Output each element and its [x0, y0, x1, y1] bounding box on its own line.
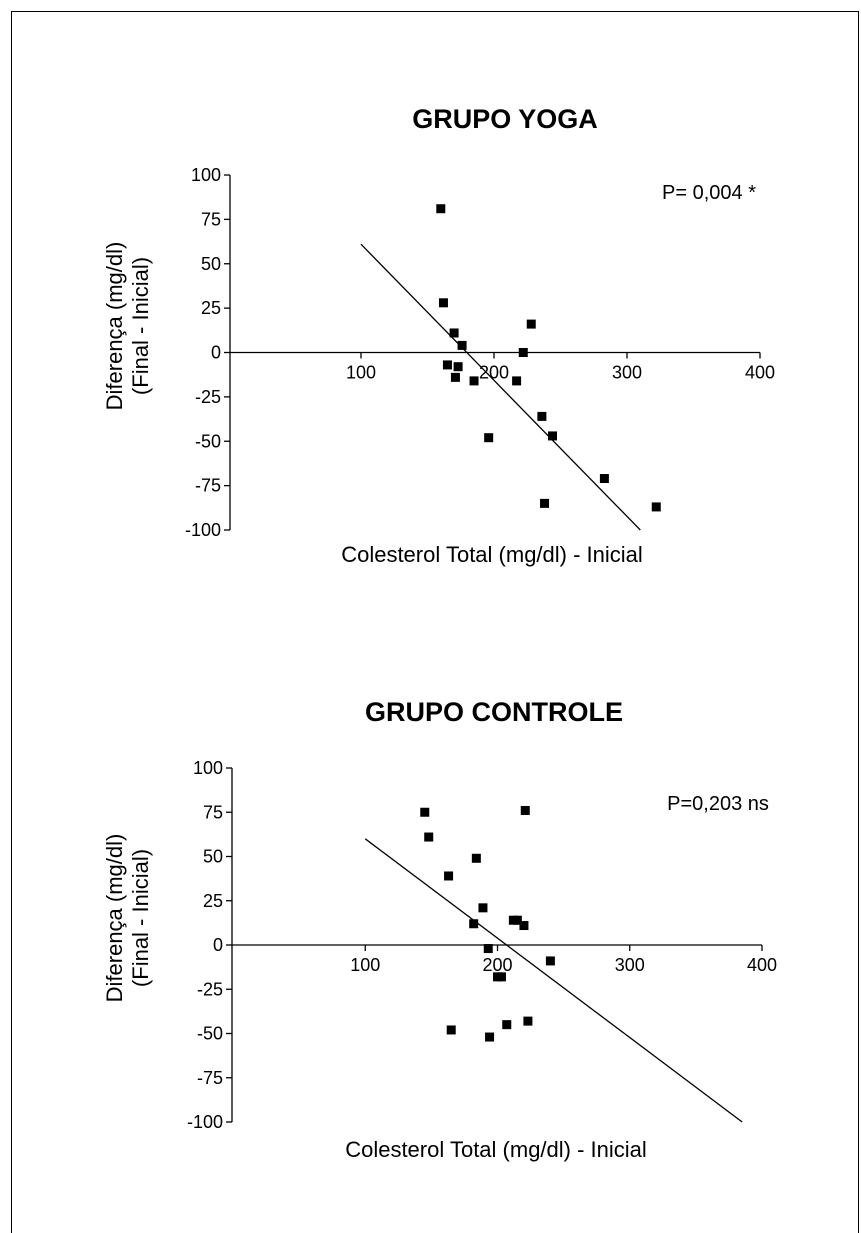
data-point — [442, 360, 452, 370]
y-tick-label: 100 — [193, 758, 223, 778]
y-tick-label: -25 — [197, 979, 223, 999]
plot-area: -100 -75 -50 -25 0 25 50 75 100 100 200 300 400 — [187, 758, 777, 1132]
p-value-annotation: P= 0,004 * — [662, 182, 756, 204]
data-point — [512, 376, 522, 386]
x-tick-label: 400 — [747, 955, 777, 975]
data-point — [502, 1020, 512, 1030]
x-tick-label: 300 — [612, 363, 642, 383]
chart-controle: GRUPO CONTROLE P=0,203 ns Colesterol Tot… — [102, 697, 777, 1162]
y-axis-label-line2: (Final - Inicial) — [128, 257, 153, 395]
x-tick-label: 300 — [615, 955, 645, 975]
data-point — [424, 832, 434, 842]
x-axis-label: Colesterol Total (mg/dl) - Inicial — [345, 1137, 647, 1162]
data-point — [469, 376, 479, 386]
data-point — [496, 972, 506, 982]
data-point — [537, 411, 547, 421]
chart-title: GRUPO CONTROLE — [365, 697, 623, 727]
data-point — [651, 502, 661, 512]
data-point — [420, 807, 430, 817]
y-tick-label: 50 — [203, 847, 223, 867]
data-point — [450, 372, 460, 382]
y-tick-label: 0 — [213, 935, 223, 955]
data-point — [449, 328, 459, 338]
data-point — [548, 431, 558, 441]
regression-line — [360, 243, 641, 531]
y-tick-label: 25 — [203, 891, 223, 911]
data-point — [436, 204, 446, 214]
data-point — [438, 298, 448, 308]
y-tick-label: -50 — [197, 1024, 223, 1044]
data-point — [469, 919, 479, 929]
data-point — [540, 498, 550, 508]
plot-area: -100 -75 -50 -25 0 25 50 75 100 100 200 300 400 — [185, 165, 775, 540]
y-tick-label: -25 — [195, 387, 221, 407]
y-tick-label: -75 — [195, 476, 221, 496]
p-value-annotation: P=0,203 ns — [667, 793, 769, 815]
data-point — [526, 319, 536, 329]
chart-title: GRUPO YOGA — [412, 104, 598, 134]
x-tick-label: 200 — [482, 955, 512, 975]
data-point — [457, 340, 467, 350]
y-tick-label: -75 — [197, 1068, 223, 1088]
data-point — [485, 1032, 495, 1042]
y-axis-label-line1: Diferença (mg/dl) — [102, 242, 127, 411]
y-tick-label: 50 — [201, 254, 221, 274]
data-point — [483, 944, 493, 954]
figure-frame — [11, 11, 859, 1233]
data-point — [453, 362, 463, 372]
data-point — [484, 433, 494, 443]
y-tick-label: -100 — [187, 1112, 223, 1132]
y-tick-label: 75 — [201, 209, 221, 229]
data-point — [519, 921, 529, 931]
data-point — [478, 903, 488, 913]
data-point — [471, 853, 481, 863]
chart-yoga: GRUPO YOGA P= 0,004 * Colesterol Total (… — [102, 104, 775, 567]
x-tick-label: 400 — [745, 363, 775, 383]
y-tick-label: 25 — [201, 298, 221, 318]
y-tick-label: -50 — [195, 431, 221, 451]
x-tick-label: 200 — [479, 363, 509, 383]
data-point — [545, 956, 555, 966]
y-tick-label: 0 — [211, 343, 221, 363]
data-point — [520, 805, 530, 815]
regression-line — [364, 838, 743, 1123]
data-point — [599, 474, 609, 484]
data-point — [444, 871, 454, 881]
x-tick-label: 100 — [350, 955, 380, 975]
data-point — [446, 1025, 456, 1035]
data-point — [523, 1016, 533, 1026]
y-tick-label: 100 — [191, 165, 221, 185]
x-tick-label: 100 — [346, 363, 376, 383]
x-axis-label: Colesterol Total (mg/dl) - Inicial — [341, 542, 643, 567]
data-point — [518, 348, 528, 357]
y-axis-label-line1: Diferença (mg/dl) — [102, 834, 127, 1003]
y-tick-label: 75 — [203, 802, 223, 822]
y-tick-label: -100 — [185, 520, 221, 540]
data-point — [512, 915, 522, 925]
y-axis-label-line2: (Final - Inicial) — [128, 849, 153, 987]
